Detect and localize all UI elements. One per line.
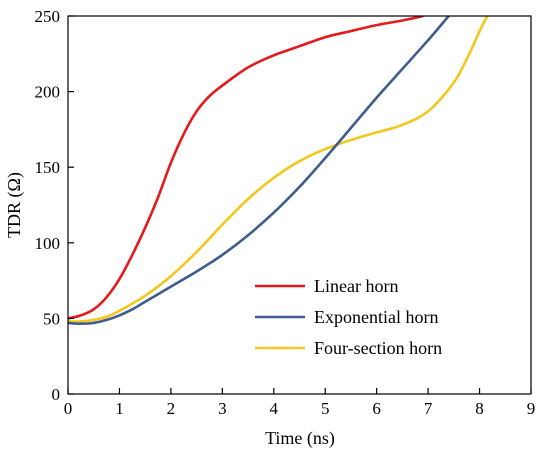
plot-frame (67, 15, 532, 395)
series-line-exponential-horn (68, 16, 450, 325)
y-tick-label: 200 (35, 83, 61, 102)
x-tick-label: 7 (424, 399, 433, 418)
x-tick-label: 1 (115, 399, 124, 418)
x-tick-label: 6 (372, 399, 381, 418)
x-tick-label: 5 (321, 399, 330, 418)
y-axis: 0 50 100 150 200 250 (35, 7, 74, 404)
x-axis: 0 1 2 3 4 5 6 7 8 9 (64, 388, 536, 418)
y-tick-label: 100 (35, 234, 61, 253)
y-tick-label: 50 (43, 309, 60, 328)
x-axis-title: Time (ns) (265, 428, 335, 449)
x-tick-label: 9 (527, 399, 536, 418)
series-layer (68, 16, 489, 325)
x-tick-label: 2 (167, 399, 176, 418)
y-tick-label: 0 (52, 385, 61, 404)
y-tick-label: 150 (35, 158, 61, 177)
legend-label: Linear horn (314, 276, 398, 296)
legend: Linear horn Exponential horn Four-section … (255, 276, 442, 358)
series-line-four-section-horn (68, 16, 489, 323)
legend-label: Four-section horn (314, 338, 442, 358)
x-tick-label: 3 (218, 399, 227, 418)
x-tick-label: 0 (64, 399, 73, 418)
y-tick-label: 250 (35, 7, 61, 26)
x-tick-label: 4 (270, 399, 279, 418)
y-axis-title: TDR (Ω) (4, 172, 25, 238)
x-tick-label: 8 (475, 399, 484, 418)
series-line-linear-horn (68, 16, 425, 320)
legend-label: Exponential horn (314, 307, 438, 327)
